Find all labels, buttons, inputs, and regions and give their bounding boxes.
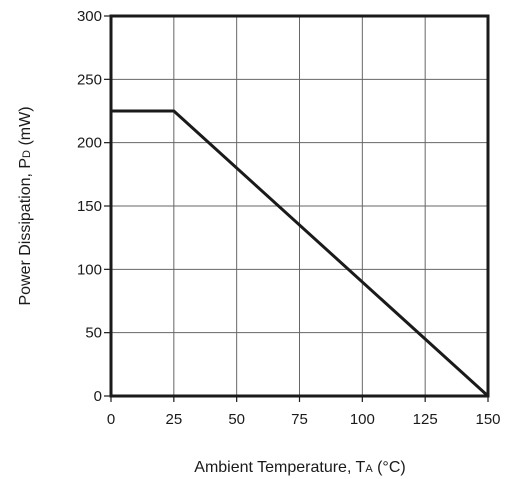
y-axis-title-sub: D [21, 150, 33, 158]
x-tick-labels: 0 25 50 75 100 125 150 [107, 396, 501, 428]
x-tick-label: 0 [107, 411, 115, 428]
y-tick-label: 100 [77, 261, 102, 278]
y-axis-title-main: Power Dissipation, P [17, 158, 34, 306]
x-axis-title-unit: (°C) [373, 459, 406, 476]
x-tick-label: 100 [350, 411, 375, 428]
y-tick-labels: 0 50 100 150 200 250 300 [77, 8, 111, 405]
y-axis-title-unit: (mW) [17, 106, 34, 150]
x-tick-label: 150 [475, 411, 500, 428]
x-tick-label: 125 [413, 411, 438, 428]
x-tick-label: 75 [291, 411, 308, 428]
derating-curve [111, 109, 490, 398]
y-tick-label: 0 [94, 388, 102, 405]
series-group [111, 109, 490, 398]
y-tick-label: 150 [77, 198, 102, 215]
y-axis-title: Power Dissipation, PD (mW) [17, 106, 34, 305]
x-tick-label: 25 [165, 411, 182, 428]
y-tick-label: 300 [77, 8, 102, 25]
x-axis-title-main: Ambient Temperature, T [194, 459, 365, 476]
x-axis-title: Ambient Temperature, TA (°C) [194, 459, 405, 476]
y-tick-label: 250 [77, 71, 102, 88]
grid [111, 16, 488, 396]
y-tick-label: 50 [85, 325, 102, 342]
x-axis-title-sub: A [365, 463, 373, 475]
y-tick-label: 200 [77, 135, 102, 152]
x-tick-label: 50 [228, 411, 245, 428]
